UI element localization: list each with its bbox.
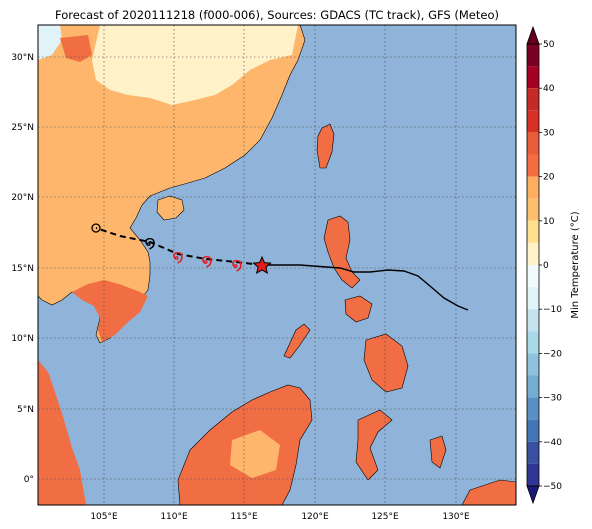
colorbar-top-arrow [526, 25, 540, 45]
colorbar-segment [527, 375, 539, 398]
lat-tick: 10°N [11, 334, 34, 344]
colorbar-ticks: 50 40 30 20 10 0 −10 −20 −30 −40 −50 [539, 40, 562, 492]
colorbar: 50 40 30 20 10 0 −10 −20 −30 −40 −50 Min Temperatu… [526, 25, 581, 505]
colorbar-tick-label: −50 [543, 482, 562, 492]
colorbar-segment [527, 198, 539, 221]
colorbar-tick-label: −30 [543, 394, 562, 404]
hainan-island [156, 195, 185, 221]
colorbar-tick-label: −40 [543, 438, 562, 448]
colorbar-segment [527, 44, 539, 67]
colorbar-segment [527, 154, 539, 177]
forecast-cyclone-symbol: ໑ [144, 232, 156, 253]
lon-tick-labels: 105°E 110°E 115°E 120°E 125°E 130°E [90, 512, 470, 522]
colorbar-segment [527, 110, 539, 133]
colorbar-segment [527, 132, 539, 155]
lon-tick: 110°E [160, 512, 188, 522]
colorbar-tick-label: −20 [543, 349, 562, 359]
map-area: ໑ ໑ ໑ ໑ [38, 25, 516, 505]
colorbar-segment [527, 287, 539, 310]
colorbar-segment [527, 176, 539, 199]
past-track [262, 264, 469, 311]
lon-tick: 120°E [301, 512, 329, 522]
lon-tick: 130°E [442, 512, 470, 522]
colorbar-tick-label: 40 [543, 84, 555, 94]
colorbar-segments [527, 44, 539, 486]
colorbar-segment [527, 397, 539, 420]
new-guinea [461, 479, 516, 505]
lat-tick: 20°N [11, 193, 34, 203]
lat-tick: 5°N [17, 405, 34, 415]
colorbar-segment [527, 220, 539, 243]
taiwan-island [316, 123, 335, 169]
philippines-visayas [344, 295, 373, 323]
colorbar-label: Min Temperature (°C) [570, 211, 581, 318]
borneo-warm-patch [230, 430, 280, 478]
lon-gridlines [103, 25, 457, 505]
philippines-luzon [323, 215, 361, 289]
colorbar-segment [527, 441, 539, 464]
lat-tick: 15°N [11, 264, 34, 274]
lat-tick: 0° [24, 475, 34, 485]
colorbar-tick-label: −10 [543, 305, 562, 315]
forecast-cyclone-symbol: ໑ [201, 250, 213, 271]
colorbar-segment [527, 419, 539, 442]
colorbar-segment [527, 331, 539, 354]
colorbar-tick-label: 10 [543, 217, 555, 227]
halmahera-island [429, 435, 447, 469]
land-hot-indochina [72, 280, 148, 342]
lat-tick-labels: 30°N 25°N 20°N 15°N 10°N 5°N 0° [11, 53, 34, 485]
land-warm-coast [60, 35, 92, 62]
colorbar-tick-label: 30 [543, 128, 555, 138]
philippines-palawan [283, 323, 311, 359]
colorbar-tick-label: 50 [543, 40, 555, 50]
map-frame [37, 24, 517, 506]
colorbar-segment [527, 463, 539, 486]
sulawesi-island [355, 409, 393, 481]
land-cool-china [92, 25, 298, 105]
current-position-star [252, 255, 272, 275]
lon-tick: 105°E [90, 512, 118, 522]
forecast-track [95, 227, 263, 266]
lon-tick: 115°E [230, 512, 258, 522]
colorbar-tick-label: 20 [543, 173, 555, 183]
lon-tick: 125°E [371, 512, 399, 522]
colorbar-segment [527, 265, 539, 288]
forecast-depression-marker [91, 223, 101, 233]
map-title: Forecast of 2020111218 (f000-006), Sourc… [55, 8, 499, 22]
colorbar-segment [527, 309, 539, 332]
land-cold-corner [38, 25, 62, 60]
colorbar-bottom-arrow [526, 485, 540, 505]
forecast-cyclone-symbol: ໑ [172, 246, 184, 267]
lat-tick: 30°N [11, 53, 34, 63]
colorbar-segment [527, 66, 539, 89]
colorbar-segment [527, 353, 539, 376]
colorbar-segment [527, 88, 539, 111]
colorbar-segment [527, 242, 539, 265]
forecast-cyclone-symbol: ໑ [231, 254, 243, 275]
colorbar-tick-label: 0 [543, 261, 549, 271]
land-hot-malay [38, 360, 86, 505]
lat-tick: 25°N [11, 123, 34, 133]
